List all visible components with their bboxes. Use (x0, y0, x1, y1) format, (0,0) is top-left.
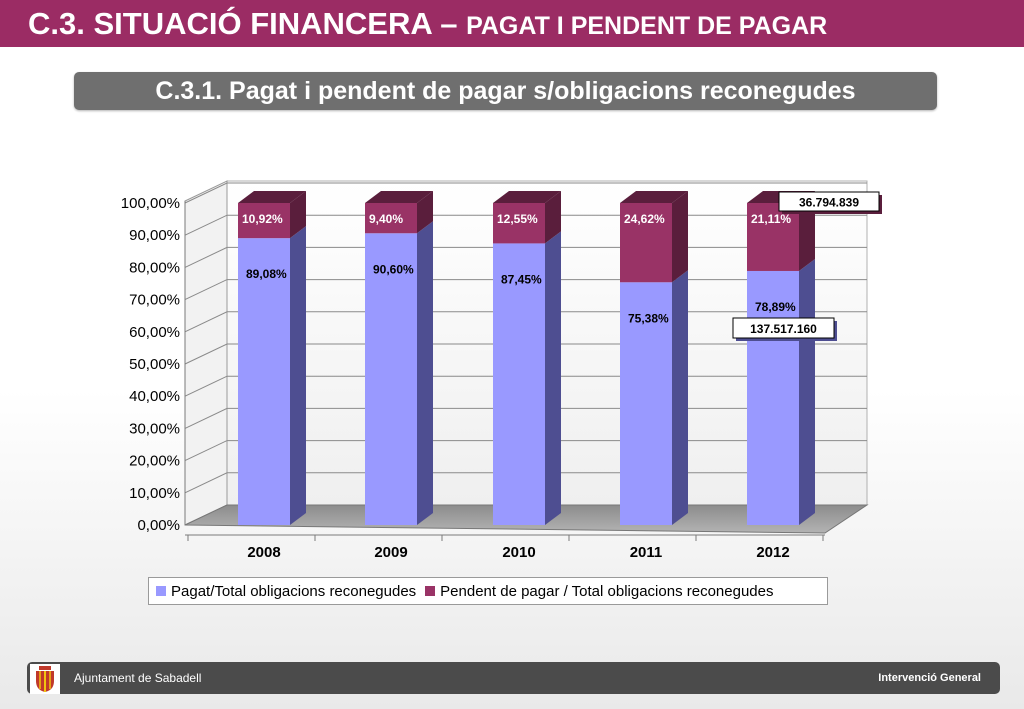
page-title-main: C.3. SITUACIÓ FINANCERA – (28, 6, 467, 41)
bar-front-face (493, 243, 545, 525)
legend-label-pending: Pendent de pagar / Total obligacions rec… (440, 582, 774, 600)
data-label: 89,08% (246, 267, 287, 281)
y-tick-label: 30,00% (129, 420, 180, 437)
callout-frame (778, 191, 880, 212)
data-label: 75,38% (628, 311, 669, 325)
y-tick-label: 10,00% (129, 485, 180, 502)
bar-top-face (620, 191, 688, 203)
bar-side-face (290, 226, 306, 525)
chart-legend: Pagat/Total obligacions reconegudes Pend… (148, 577, 828, 605)
bar-side-face (290, 191, 306, 239)
legend-swatch-paid (156, 586, 166, 596)
y-tick-label: 40,00% (129, 388, 180, 405)
y-tick-label: 50,00% (129, 356, 180, 373)
title-bar (0, 0, 1024, 47)
footer-bar (27, 662, 1000, 694)
y-tick-label: 80,00% (129, 259, 180, 276)
bar-segment-pending-2008 (238, 191, 306, 239)
bar-front-face (747, 203, 799, 271)
callout-value: 137.517.160 (750, 322, 817, 336)
data-label: 10,92% (242, 212, 283, 226)
legend-item-pending: Pendent de pagar / Total obligacions rec… (425, 583, 773, 600)
bar-segment-paid-2009 (365, 221, 433, 525)
bar-side-face (545, 231, 561, 525)
callout-value: 36.794.839 (799, 196, 859, 210)
bar-top-face (493, 191, 561, 203)
data-label: 12,55% (497, 212, 538, 226)
bar-segment-paid-2012 (747, 258, 815, 525)
bar-segment-paid-2010 (493, 231, 561, 525)
bar-front-face (620, 203, 672, 283)
y-tick-label: 60,00% (129, 324, 180, 341)
y-tick-label: 100,00% (121, 195, 180, 212)
bar-side-face (672, 270, 688, 525)
y-tick-label: 0,00% (137, 517, 180, 534)
gridline (184, 182, 867, 204)
callout-frame (732, 317, 835, 339)
bar-top-face (238, 191, 306, 203)
y-tick-label: 90,00% (129, 227, 180, 244)
x-tick-label: 2011 (630, 544, 663, 561)
bar-front-face (238, 238, 290, 525)
bar-front-face (493, 203, 545, 244)
data-label: 87,45% (501, 272, 542, 286)
bar-front-face (620, 282, 672, 525)
bar-front-face (365, 233, 417, 525)
bar-side-face (545, 191, 561, 244)
bar-front-face (238, 203, 290, 239)
sabadell-coat-of-arms-icon (30, 664, 60, 694)
legend-label-paid: Pagat/Total obligacions reconegudes (171, 582, 417, 600)
footer-department: Intervenció General (878, 672, 981, 684)
bar-side-face (417, 221, 433, 525)
x-tick-label: 2008 (247, 544, 280, 561)
footer-organization: Ajuntament de Sabadell (74, 671, 202, 685)
legend-swatch-pending (425, 586, 436, 596)
page-title-sub: PAGAT I PENDENT DE PAGAR (466, 12, 828, 40)
y-tick-label: 20,00% (129, 453, 180, 470)
x-tick-label: 2009 (374, 544, 407, 561)
data-label: 9,40% (369, 212, 403, 226)
bar-segment-pending-2010 (493, 191, 561, 244)
page-title: C.3. SITUACIÓ FINANCERA – PAGAT I PENDEN… (28, 6, 827, 44)
bar-top-face (365, 191, 433, 203)
bar-side-face (417, 191, 433, 234)
legend-item-paid: Pagat/Total obligacions reconegudes (156, 583, 416, 600)
bar-segment-paid-2008 (238, 226, 306, 525)
bar-segment-pending-2009 (365, 191, 433, 234)
y-tick-label: 70,00% (129, 292, 180, 309)
data-label: 21,11% (751, 212, 791, 226)
bar-side-face (672, 191, 688, 283)
callout-box: 137.517.160 (732, 317, 837, 341)
callout-box: 36.794.839 (778, 191, 882, 214)
bar-segment-paid-2011 (620, 270, 688, 525)
x-tick-label: 2012 (756, 544, 789, 561)
x-tick-label: 2010 (502, 544, 535, 561)
bar-front-face (747, 270, 799, 525)
chart-subtitle: C.3.1. Pagat i pendent de pagar s/obliga… (74, 72, 937, 110)
bar-side-face (799, 258, 815, 525)
bar-segment-pending-2011 (620, 191, 688, 283)
data-label: 24,62% (624, 212, 665, 226)
bar-front-face (365, 203, 417, 234)
data-label: 90,60% (373, 262, 414, 276)
data-label: 78,89% (755, 300, 796, 314)
